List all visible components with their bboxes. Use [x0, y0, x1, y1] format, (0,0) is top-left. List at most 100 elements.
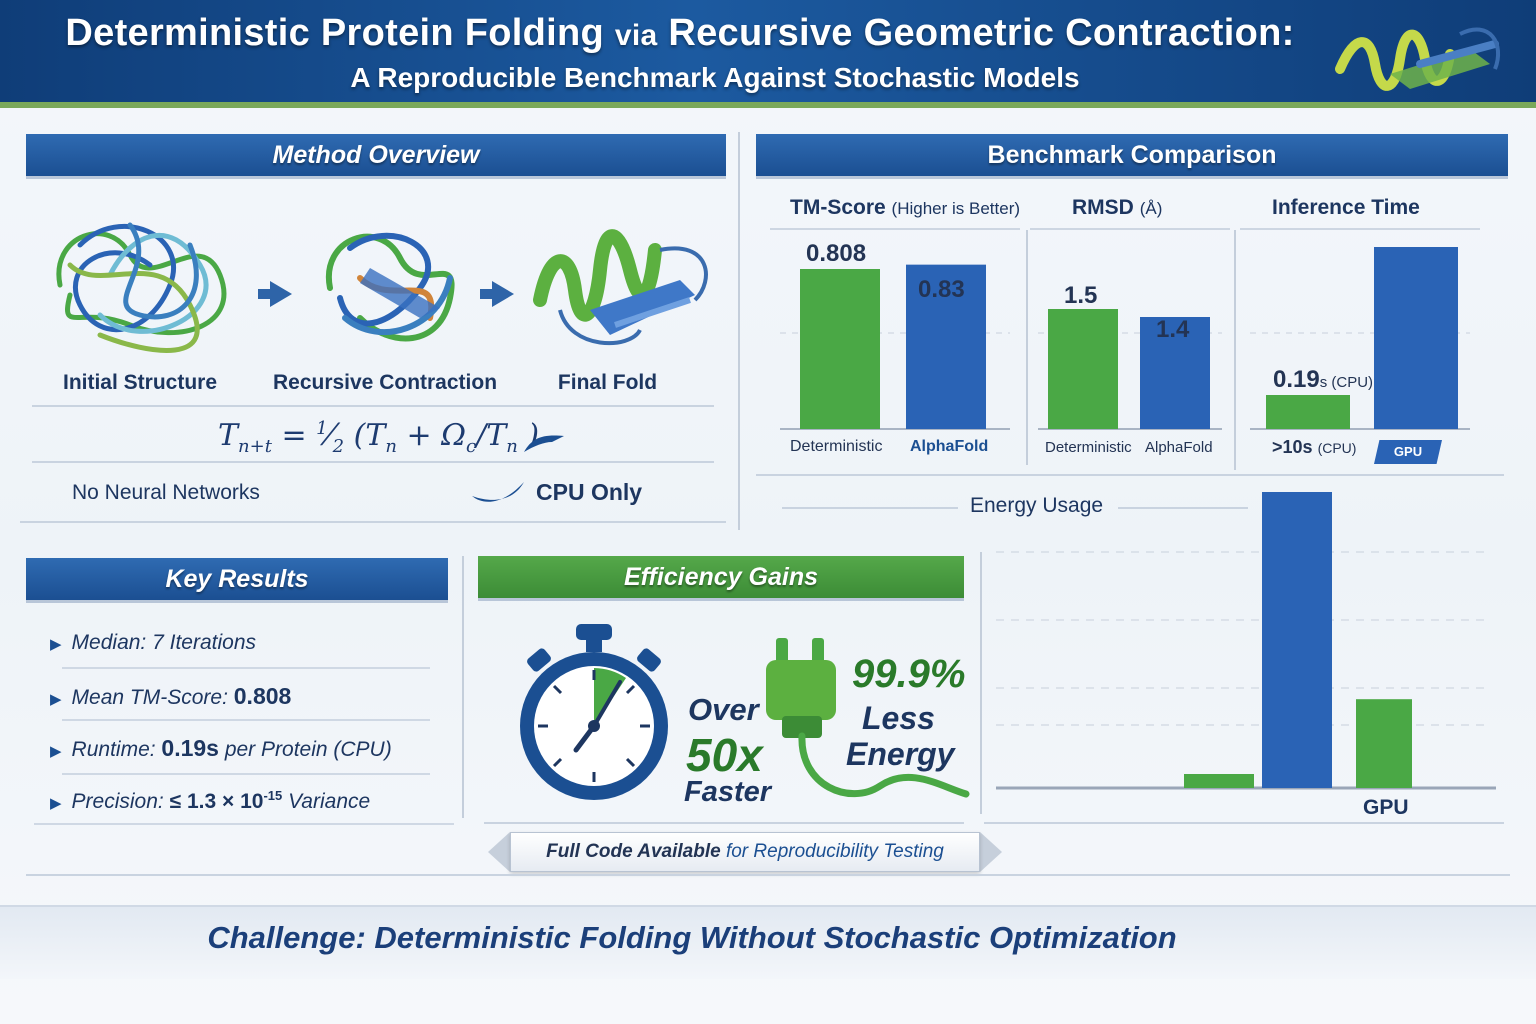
final-fold-illustration: [533, 229, 708, 346]
footer-band: [0, 905, 1536, 979]
stage-label-contraction: Recursive Contraction: [272, 371, 498, 394]
bullet-icon: ▶: [50, 691, 62, 708]
title-part2: Recursive Geometric Contraction:: [668, 12, 1295, 54]
time-cpu-unit: s (CPU): [1319, 374, 1374, 391]
time-cat-cpu-unit: (CPU): [1317, 440, 1357, 456]
divider: [62, 773, 430, 775]
vertical-divider: [462, 556, 464, 818]
code-banner-part2: for Reproducibility: [725, 841, 879, 862]
swoosh-icon: [524, 435, 564, 452]
stopwatch-icon: [520, 624, 668, 800]
bar-tm-1: [906, 264, 986, 429]
efficiency-gains-banner: Efficiency Gains: [478, 556, 964, 598]
rmsd-alphafold-value: 1.4: [1156, 316, 1190, 343]
divider: [32, 461, 714, 463]
contraction-formula: Tn+t = 1⁄2 (Tn + Ωc/Tn ): [218, 418, 540, 457]
key-results-banner: Key Results: [26, 558, 448, 600]
vertical-divider: [980, 552, 982, 814]
divider: [32, 405, 714, 407]
bullet-icon: ▶: [50, 743, 62, 760]
tm-score-heading: TM-Score (Higher is Better): [790, 196, 1020, 220]
divider: [34, 823, 454, 825]
energy-gpu-label: GPU: [1363, 796, 1409, 819]
energy-percent: 99.9%: [852, 652, 966, 696]
bar-energy-1: [1262, 492, 1332, 788]
bar-rmsd-0: [1048, 309, 1118, 429]
title-part1: Deterministic Protein Folding: [65, 12, 605, 54]
time-cat-cpu-value: >10s: [1272, 437, 1313, 457]
inference-time-chart: [1240, 228, 1480, 430]
bar-tm-0: [800, 269, 880, 429]
over-label: Over: [688, 692, 759, 727]
divider: [1118, 507, 1248, 509]
divider: [984, 822, 1504, 824]
precision-label: Precision:: [71, 790, 164, 813]
rmsd-cat-alphafold: AlphaFold: [1145, 439, 1213, 456]
tm-score-subtitle: (Higher is Better): [891, 199, 1021, 218]
energy-usage-chart: [996, 492, 1496, 790]
key-result-runtime: ▶ Runtime: 0.19s per Protein (CPU): [50, 735, 392, 762]
vertical-divider: [1026, 230, 1028, 465]
page-title: Deterministic Protein Folding via Recurs…: [0, 12, 1360, 55]
challenge-statement: Challenge: Deterministic Folding Without…: [207, 920, 1177, 955]
mean-tm-value: 0.808: [233, 683, 292, 709]
key-result-median: ▶ Median: 7 Iterations: [50, 631, 256, 655]
runtime-value: 0.19s: [161, 735, 219, 761]
tm-cat-alphafold: AlphaFold: [910, 438, 989, 455]
runtime-label: Runtime:: [71, 738, 156, 761]
method-overview-banner: Method Overview: [26, 134, 726, 176]
bar-energy-2: [1356, 699, 1412, 788]
benchmark-comparison-banner: Benchmark Comparison: [756, 134, 1508, 176]
ribbon-end-right: [980, 832, 1002, 872]
mean-tm-label: Mean TM-Score:: [71, 686, 228, 709]
no-neural-networks-note: No Neural Networks: [72, 481, 260, 504]
key-result-precision: ▶ Precision: ≤ 1.3 × 10-15 Variance: [50, 788, 370, 814]
recursive-contraction-illustration: [325, 232, 455, 342]
stage-label-final: Final Fold: [557, 371, 658, 394]
rmsd-deterministic-value: 1.5: [1064, 282, 1098, 309]
faster-label: Faster: [684, 776, 772, 808]
divider: [782, 507, 958, 509]
gpu-tag: GPU: [1374, 440, 1442, 464]
rmsd-heading: RMSD (Å): [1072, 196, 1162, 220]
rmsd-unit: (Å): [1139, 199, 1163, 218]
precision-value: ≤ 1.3 × 10: [169, 790, 264, 813]
median-value: 7 Iterations: [152, 631, 257, 654]
less-label: Less: [862, 700, 935, 736]
protein-ribbon-icon: [1335, 27, 1501, 91]
divider: [26, 874, 1510, 876]
key-result-mean-tm: ▶ Mean TM-Score: 0.808: [50, 683, 291, 710]
code-banner-part3: Testing: [883, 841, 944, 862]
bar-time-1: [1374, 247, 1458, 429]
time-cat-cpu: >10s (CPU): [1272, 437, 1356, 458]
header-band: [0, 0, 1536, 108]
divider: [756, 474, 1504, 476]
title-via: via: [614, 19, 658, 52]
rmsd-title: RMSD: [1072, 196, 1134, 219]
energy-usage-heading: Energy Usage: [970, 494, 1104, 517]
swoosh-icon: [472, 482, 524, 502]
inference-time-heading: Inference Time: [1272, 196, 1420, 219]
power-plug-icon: [766, 638, 970, 798]
tm-cat-deterministic: Deterministic: [790, 438, 883, 455]
bar-energy-0: [1184, 774, 1254, 788]
bullet-icon: ▶: [50, 636, 62, 653]
cpu-only-note: CPU Only: [536, 479, 643, 505]
tm-score-chart: [770, 228, 1020, 430]
bullet-icon: ▶: [50, 795, 62, 812]
code-banner-part1: Full Code Available: [546, 841, 721, 862]
time-cpu-value: 0.19s (CPU): [1273, 366, 1373, 394]
rmsd-chart: [1030, 228, 1230, 430]
divider: [62, 667, 430, 669]
stage-label-initial: Initial Structure: [62, 371, 218, 394]
vertical-divider: [1234, 230, 1236, 470]
initial-structure-illustration: [56, 222, 227, 353]
code-availability-banner: Full Code Available for Reproducibility …: [510, 832, 980, 872]
divider: [62, 719, 430, 721]
energy-label: Energy: [846, 736, 955, 772]
bar-time-0: [1266, 395, 1350, 429]
median-label: Median:: [71, 631, 147, 654]
page-subtitle: A Reproducible Benchmark Against Stochas…: [350, 62, 1080, 93]
tm-score-title: TM-Score: [790, 196, 886, 219]
runtime-suffix: per Protein (CPU): [224, 738, 392, 761]
